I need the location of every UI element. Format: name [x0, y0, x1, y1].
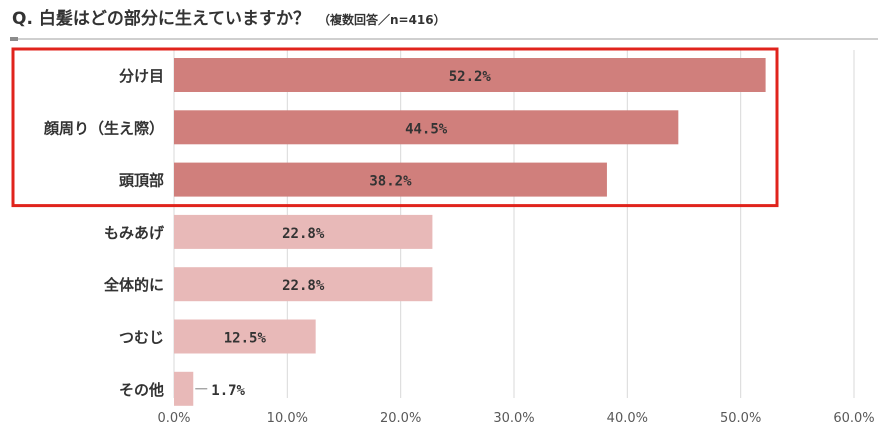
title-underline: [10, 38, 878, 40]
question-text: Q. 白髪はどの部分に生えていますか？: [12, 9, 310, 29]
bar: [174, 267, 433, 302]
data-label: 12.5%: [224, 331, 267, 347]
bar: [174, 58, 766, 92]
data-label: 1.7%: [211, 383, 245, 399]
highlight-box: [11, 47, 779, 208]
category-label: 分け目: [119, 67, 164, 85]
x-tick-label: 40.0%: [607, 411, 648, 426]
x-tick-label: 60.0%: [833, 411, 874, 426]
bar: [174, 162, 607, 197]
category-label: 顔周り（生え際）: [43, 119, 164, 137]
x-tick-label: 10.0%: [267, 411, 308, 426]
sample-note: （複数回答／n=416）: [317, 13, 446, 27]
x-tick-label: 30.0%: [493, 411, 534, 426]
category-label: 頭頂部: [119, 172, 164, 190]
bar: [174, 110, 679, 145]
category-label: つむじ: [119, 329, 164, 347]
bar: [174, 319, 316, 354]
category-label: もみあげ: [104, 224, 165, 242]
x-tick-label: 50.0%: [720, 411, 761, 426]
data-label: 44.5%: [405, 121, 448, 137]
data-label: 38.2%: [369, 174, 412, 190]
category-label: 全体的に: [103, 276, 164, 294]
x-tick-label: 20.0%: [380, 411, 421, 426]
data-label: 52.2%: [449, 69, 492, 85]
bar: [174, 371, 194, 406]
bar: [174, 214, 433, 249]
x-tick-label: 0.0%: [157, 411, 190, 426]
data-label: 22.8%: [282, 226, 325, 242]
data-label: 22.8%: [282, 278, 325, 294]
title-underline-mark: [10, 37, 18, 41]
chart-title: Q. 白髪はどの部分に生えていますか？ （複数回答／n=416）: [12, 4, 446, 32]
category-label: その他: [119, 381, 164, 399]
